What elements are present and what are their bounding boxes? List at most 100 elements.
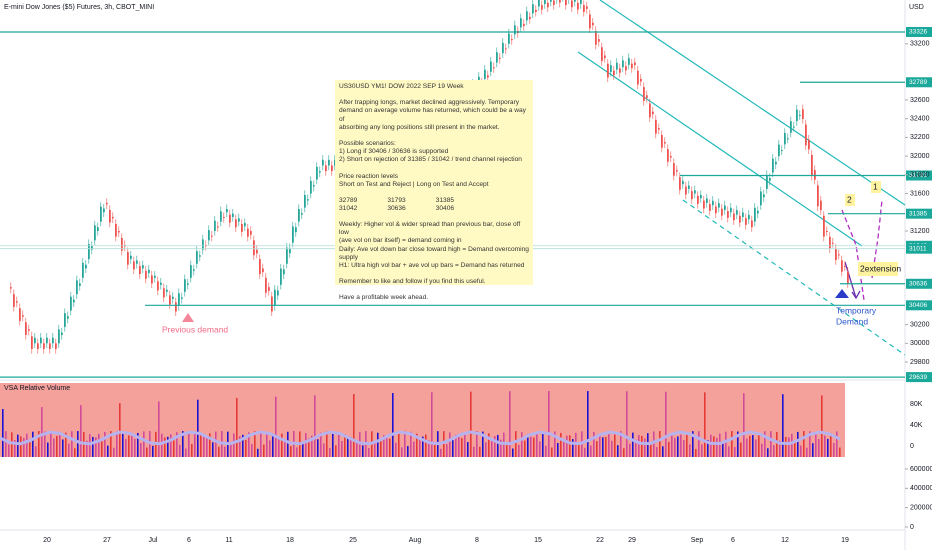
- volume-bar: [785, 436, 787, 457]
- volume-bar: [728, 446, 730, 457]
- candle-body: [697, 195, 699, 204]
- volume-bar: [92, 436, 94, 457]
- level-table: 32789 31793 31385 31042 30636 30406: [339, 197, 484, 213]
- candle-body: [298, 208, 300, 222]
- candle-body: [709, 204, 711, 211]
- price-tick: 31800: [910, 172, 930, 179]
- candle-body: [235, 219, 237, 228]
- volume-bar: [560, 432, 562, 457]
- candle-body: [64, 313, 66, 327]
- candle-body: [190, 265, 192, 278]
- volume-bar: [113, 447, 115, 457]
- volume-bar: [380, 439, 382, 457]
- volume-bar: [347, 437, 349, 457]
- time-tick: 8: [475, 537, 479, 544]
- volume-bar: [737, 431, 739, 457]
- volume-bar: [539, 441, 541, 457]
- candle-body: [679, 177, 681, 190]
- volume-bar: [542, 431, 544, 457]
- candle-body: [28, 329, 30, 331]
- candle-body: [652, 111, 654, 115]
- volume-bar: [707, 440, 709, 457]
- volume-bar: [26, 433, 28, 457]
- volume-bar: [578, 443, 580, 457]
- note-line: absorbing any long positions still prese…: [339, 123, 500, 131]
- candle-body: [598, 39, 600, 42]
- level-label: 30406: [909, 302, 927, 309]
- indicator-tick: 40K: [910, 422, 923, 429]
- candle-body: [817, 185, 819, 207]
- candle-body: [541, 5, 543, 10]
- volume-bar: [734, 447, 736, 457]
- volume-bar: [215, 431, 217, 457]
- volume-bar: [104, 431, 106, 457]
- volume-bar: [614, 432, 616, 457]
- note-line: After trapping longs, market declined ag…: [339, 99, 520, 107]
- volume-bar: [611, 440, 613, 457]
- table-cell: 31042: [339, 205, 358, 213]
- volume-bar: [662, 446, 664, 457]
- candle-body: [829, 236, 831, 249]
- candle-body: [184, 279, 186, 292]
- candle-body: [511, 39, 513, 41]
- candle-body: [763, 194, 765, 198]
- volume-bar: [467, 442, 469, 457]
- volume-bar: [839, 447, 841, 457]
- candle-body: [496, 52, 498, 63]
- candle-body: [79, 283, 81, 286]
- volume-bar: [653, 431, 655, 457]
- candle-body: [691, 191, 693, 200]
- candle-body: [211, 235, 213, 237]
- volume-bar: [641, 435, 643, 457]
- volume-bar: [278, 437, 280, 457]
- candle-body: [727, 211, 729, 218]
- candle-body: [526, 11, 528, 21]
- time-tick: 12: [781, 537, 789, 544]
- volume-bar: [644, 438, 646, 457]
- volume-bar: [143, 431, 145, 457]
- volume-bar: [782, 394, 784, 457]
- volume-bar: [557, 442, 559, 457]
- volume-bar: [635, 439, 637, 457]
- candle-body: [19, 308, 21, 321]
- volume-bar: [377, 432, 379, 457]
- candle-body: [49, 343, 51, 349]
- candle-body: [307, 199, 309, 201]
- time-tick: Aug: [409, 537, 422, 544]
- candle-body: [601, 47, 603, 62]
- volume-bar: [122, 432, 124, 457]
- candle-body: [145, 270, 147, 279]
- candle-body: [751, 220, 753, 228]
- note-line: Price reaction levels: [339, 172, 399, 180]
- time-tick: 6: [187, 537, 191, 544]
- candle-body: [226, 208, 228, 213]
- volume-bar: [821, 395, 823, 457]
- volume-bar: [344, 434, 346, 457]
- candle-body: [289, 248, 291, 254]
- candle-body: [634, 62, 636, 66]
- volume-bar: [806, 447, 808, 457]
- volume-bar: [563, 438, 565, 457]
- note-line: Possible scenarios:: [339, 140, 396, 148]
- price-tick: 32200: [910, 134, 930, 141]
- level-label: 31793: [909, 172, 927, 179]
- volume-bar: [719, 433, 721, 457]
- candle-body: [565, 0, 567, 5]
- candle-body: [280, 268, 282, 285]
- table-cell: 31385: [435, 197, 455, 205]
- candle-body: [625, 66, 627, 71]
- candle-body: [760, 191, 762, 206]
- candle-body: [13, 294, 15, 307]
- candle-body: [169, 295, 171, 305]
- candle-body: [646, 95, 648, 98]
- note-line: Short on Test and Reject | Long on Test …: [339, 180, 489, 188]
- volume-bar: [209, 433, 211, 457]
- note-line: H1: Ultra high vol bar + ave vol up bars…: [339, 262, 525, 270]
- candle-body: [805, 124, 807, 146]
- volume-bar: [776, 432, 778, 457]
- candle-body: [628, 58, 630, 65]
- candle-body: [502, 42, 504, 54]
- volume-bar: [11, 432, 13, 457]
- volume-bar: [752, 435, 754, 457]
- candle-body: [688, 185, 690, 189]
